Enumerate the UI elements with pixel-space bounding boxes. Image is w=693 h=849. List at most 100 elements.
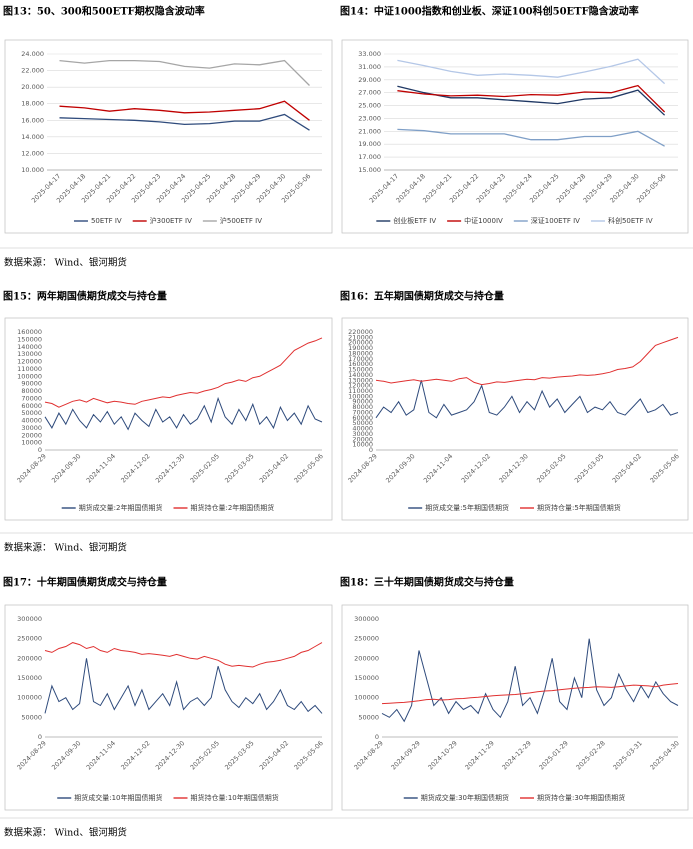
figure-title: 图17：十年期国债期货成交与持仓量 [3,576,167,589]
y-tick-label: 12.000 [21,149,44,157]
x-tick-label: 2025-02-05 [535,452,567,484]
y-tick-label: 17.000 [358,153,381,161]
y-tick-label: 10000 [352,441,373,449]
y-tick-label: 0 [369,446,373,454]
y-tick-label: 140000 [17,343,42,351]
x-tick-label: 2024-09-30 [50,452,82,484]
y-tick-label: 40000 [352,425,373,433]
y-tick-label: 50000 [21,409,42,417]
chart-frame [341,39,689,234]
x-tick-label: 2025-04-02 [611,452,643,484]
x-tick-label: 2024-09-30 [50,739,82,771]
y-tick-label: 150000 [354,674,379,682]
y-tick-label: 90000 [21,380,42,388]
y-tick-label: 150000 [348,366,373,374]
y-tick-label: 150000 [17,674,42,682]
y-tick-label: 100000 [348,392,373,400]
x-tick-label: 2024-11-29 [463,739,495,771]
x-tick-label: 2024-11-04 [85,739,117,771]
y-tick-label: 120000 [17,358,42,366]
legend-label: 期货持仓量:10年期国债期货 [191,793,279,802]
y-tick-label: 10.000 [21,166,44,174]
y-tick-label: 210000 [348,333,373,341]
y-tick-label: 29.000 [358,76,381,84]
y-tick-label: 110000 [17,365,42,373]
x-tick-label: 2025-03-05 [573,452,605,484]
x-tick-label: 2025-04-30 [648,739,680,771]
legend-label: 深证100ETF IV [531,216,580,225]
x-tick-label: 2024-12-30 [154,452,186,484]
figure-title: 图18：三十年期国债期货成交与持仓量 [340,576,514,589]
series-line [44,337,323,408]
series-line [59,59,310,86]
y-tick-label: 80000 [352,403,373,411]
y-tick-label: 0 [38,733,42,741]
x-tick-label: 2025-02-28 [574,739,606,771]
source-note: 数据来源： Wind、银河期货 [4,257,127,269]
y-tick-label: 20000 [352,435,373,443]
y-tick-label: 19.000 [358,140,381,148]
y-tick-label: 190000 [348,344,373,352]
legend-label: 期货成交量:30年期国债期货 [421,793,509,802]
x-tick-label: 2025-02-05 [189,739,221,771]
x-tick-label: 2024-12-29 [500,739,532,771]
y-tick-label: 60000 [352,414,373,422]
x-tick-label: 2024-12-02 [119,739,151,771]
legend-label: 科创50ETF IV [608,216,653,225]
y-tick-label: 15.000 [358,166,381,174]
x-tick-label: 2024-12-02 [460,452,492,484]
y-tick-label: 23.000 [358,114,381,122]
y-tick-label: 0 [375,733,379,741]
y-tick-label: 30000 [21,424,42,432]
y-tick-label: 70000 [21,394,42,402]
legend-label: 期货成交量:2年期国债期货 [79,503,163,512]
x-tick-label: 2025-04-02 [258,452,290,484]
y-tick-label: 170000 [348,355,373,363]
legend-label: 创业板ETF IV [393,216,436,225]
y-tick-label: 40000 [21,417,42,425]
x-tick-label: 2025-02-05 [189,452,221,484]
y-tick-label: 120000 [348,382,373,390]
y-tick-label: 140000 [348,371,373,379]
x-tick-label: 2024-09-29 [389,739,421,771]
x-tick-label: 2024-08-29 [352,739,384,771]
figure-title: 图13：50、300和500ETF期权隐含波动率 [3,5,205,18]
chart-frame [341,317,689,521]
y-tick-label: 20000 [21,431,42,439]
y-tick-label: 220000 [348,328,373,336]
figure-title: 图14：中证1000指数和创业板、深证100科创50ETF隐含波动率 [340,5,639,18]
y-tick-label: 200000 [17,654,42,662]
legend-label: 中证1000IV [464,216,503,225]
legend-label: 期货成交量:10年期国债期货 [74,793,162,802]
y-tick-label: 21.000 [358,127,381,135]
x-tick-label: 2025-05-06 [292,452,324,484]
legend-label: 期货成交量:5年期国债期货 [425,503,509,512]
series-line [397,84,666,113]
x-tick-label: 2025-03-05 [223,739,255,771]
source-note: 数据来源： Wind、银河期货 [4,827,127,839]
x-tick-label: 2025-01-29 [537,739,569,771]
series-line [375,380,679,419]
chart-frame [4,39,333,234]
y-tick-label: 24.000 [21,50,44,58]
y-tick-label: 180000 [348,349,373,357]
legend-label: 沪300ETF IV [150,216,192,225]
y-tick-label: 300000 [17,615,42,623]
x-tick-label: 2024-12-30 [154,739,186,771]
y-tick-label: 80000 [21,387,42,395]
y-tick-label: 250000 [17,635,42,643]
y-tick-label: 70000 [352,408,373,416]
figure-title: 图16：五年期国债期货成交与持仓量 [340,290,504,303]
series-line [59,100,310,121]
y-tick-label: 200000 [354,654,379,662]
y-tick-label: 0 [38,446,42,454]
series-line [44,642,323,668]
x-tick-label: 2025-03-05 [223,452,255,484]
series-line [375,336,679,386]
y-tick-label: 160000 [348,360,373,368]
series-line [397,58,666,85]
x-tick-label: 2024-11-04 [422,452,454,484]
legend-label: 期货持仓量:2年期国债期货 [191,503,275,512]
x-tick-label: 2024-10-29 [426,739,458,771]
